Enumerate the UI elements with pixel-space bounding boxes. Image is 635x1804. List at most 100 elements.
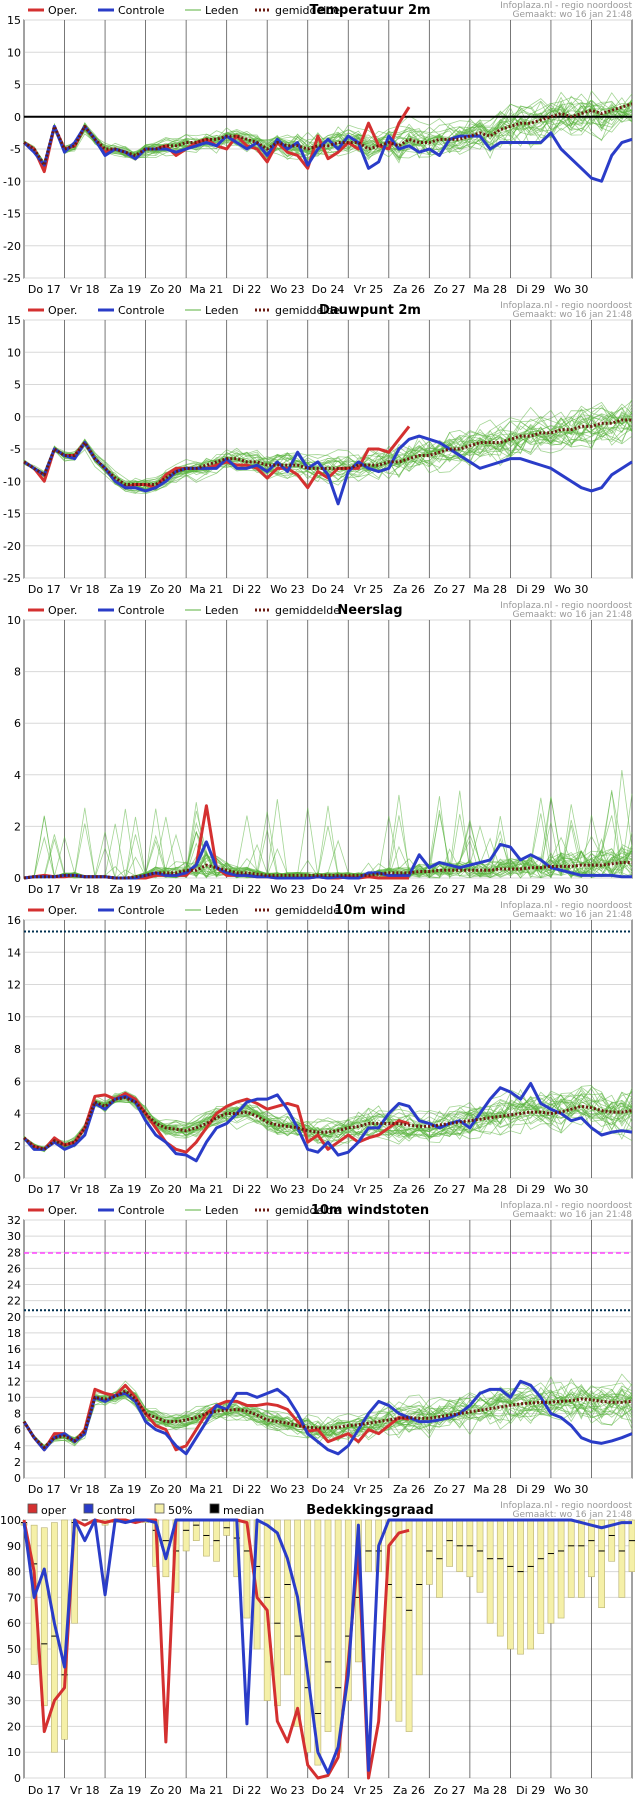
mean-series-line: [23, 418, 632, 486]
member-line: [23, 1394, 633, 1448]
y-tick-label: 0: [14, 411, 21, 424]
x-day-label: Do 24: [312, 1784, 345, 1797]
band-bar: [486, 1519, 494, 1624]
y-tick-label: 0: [14, 872, 21, 885]
y-tick-label: 18: [7, 1327, 21, 1340]
band-bar: [598, 1519, 605, 1609]
x-day-label: Za 26: [393, 1183, 425, 1196]
control-series-line: [22, 1379, 633, 1456]
band-bar: [192, 1519, 200, 1541]
legend-label: Oper.: [48, 904, 77, 917]
band-bar: [446, 1519, 453, 1567]
y-tick-label: 0: [14, 1472, 21, 1485]
legend-swatch: [209, 1503, 220, 1514]
band-bar: [304, 1519, 312, 1753]
y-tick-label: 50: [7, 1643, 21, 1656]
x-day-label: Vr 18: [70, 1483, 100, 1496]
y-tick-label: 70: [7, 1591, 21, 1604]
y-tick-label: 14: [7, 946, 21, 959]
y-tick-label: 40: [7, 1669, 21, 1682]
brand-text: Infoplaza.nl - regio noordoost: [500, 901, 632, 911]
y-tick-label: 90: [7, 1540, 21, 1553]
member-line: [23, 1090, 633, 1150]
y-tick-label: 8: [14, 1408, 21, 1421]
legend-label: control: [97, 1504, 135, 1517]
y-tick-label: 10: [7, 1746, 21, 1759]
legend-label: 50%: [168, 1504, 192, 1517]
band-bar: [284, 1519, 291, 1676]
y-tick-label: 2: [14, 1456, 21, 1469]
panel-0: -25 -20 -15 -10 -5 0 5 10 15 Do 17 Vr 18 Za 19 Zo 20…: [3, 1, 633, 296]
x-day-label: Ma 21: [190, 1183, 224, 1196]
brand-text: Infoplaza.nl - regio noordoost: [500, 1201, 632, 1211]
member-line: [23, 407, 633, 489]
y-tick-label: -20: [3, 240, 21, 253]
x-day-label: Di 22: [232, 1784, 261, 1797]
x-day-label: Ma 21: [190, 883, 224, 896]
x-day-label: Wo 30: [554, 283, 588, 296]
x-day-label: Wo 23: [270, 883, 304, 896]
x-day-label: Do 17: [28, 1483, 61, 1496]
y-tick-label: 30: [7, 1230, 21, 1243]
made-text: Gemaakt: wo 16 jan 21:48: [512, 310, 632, 320]
y-tick-label: 10: [7, 46, 21, 59]
band-bar: [203, 1519, 210, 1557]
legend-label: Controle: [118, 4, 165, 17]
x-day-label: Di 29: [516, 1483, 545, 1496]
mean-series-line: [23, 102, 633, 167]
x-day-label: Za 19: [109, 583, 141, 596]
member-line: [23, 99, 633, 166]
y-tick-label: 2: [14, 1140, 21, 1153]
band-bar: [628, 1519, 635, 1572]
chart-title: 10m windstoten: [311, 1203, 429, 1218]
y-tick-label: 24: [7, 1279, 21, 1292]
band-bar: [40, 1527, 48, 1707]
made-text: Gemaakt: wo 16 jan 21:48: [512, 910, 632, 920]
y-tick-label: 12: [7, 979, 21, 992]
legend-label: Leden: [205, 304, 238, 317]
y-tick-label: 100: [0, 1514, 21, 1527]
member-line: [23, 1382, 633, 1450]
legend-label: Leden: [205, 604, 238, 617]
chart-title: Dauwpunt 2m: [319, 303, 421, 318]
legend-label: Controle: [118, 904, 165, 917]
x-day-label: Vr 25: [354, 1784, 384, 1797]
brand-text: Infoplaza.nl - regio noordoost: [500, 1, 632, 11]
y-tick-label: 12: [7, 1375, 21, 1388]
brand-text: Infoplaza.nl - regio noordoost: [500, 1501, 632, 1511]
x-day-label: Za 19: [109, 1183, 141, 1196]
x-day-label: Wo 23: [270, 583, 304, 596]
y-tick-label: 10: [7, 614, 21, 627]
x-day-label: Wo 30: [554, 1483, 588, 1496]
x-day-label: Zo 27: [434, 1483, 466, 1496]
x-day-label: Vr 25: [354, 1483, 384, 1496]
chart-title: Neerslag: [337, 603, 402, 618]
legend-label: gemiddelde: [275, 1204, 340, 1217]
band-bar: [466, 1519, 474, 1578]
mean-series-line: [23, 861, 632, 880]
y-tick-label: -15: [3, 208, 21, 221]
band-bar: [577, 1519, 585, 1598]
brand-text: Infoplaza.nl - regio noordoost: [500, 601, 632, 611]
x-day-label: Di 29: [516, 883, 545, 896]
brand-text: Infoplaza.nl - regio noordoost: [500, 301, 632, 311]
x-day-label: Di 29: [516, 1183, 545, 1196]
x-day-label: Za 19: [109, 283, 141, 296]
band-bar: [395, 1519, 403, 1722]
x-day-label: Ma 21: [190, 1784, 224, 1797]
y-tick-label: -25: [3, 272, 21, 285]
x-day-label: Zo 20: [150, 883, 182, 896]
y-tick-label: 14: [7, 1359, 21, 1372]
y-tick-label: 15: [7, 314, 21, 327]
y-tick-label: 6: [14, 1424, 21, 1437]
y-tick-label: 28: [7, 1246, 21, 1259]
y-tick-label: 4: [14, 769, 21, 782]
band-bar: [517, 1519, 524, 1655]
y-tick-label: -20: [3, 540, 21, 553]
y-tick-label: 32: [7, 1214, 21, 1227]
band-bar: [608, 1519, 616, 1562]
band-bar: [618, 1519, 626, 1598]
mean-series-line: [22, 1389, 633, 1449]
